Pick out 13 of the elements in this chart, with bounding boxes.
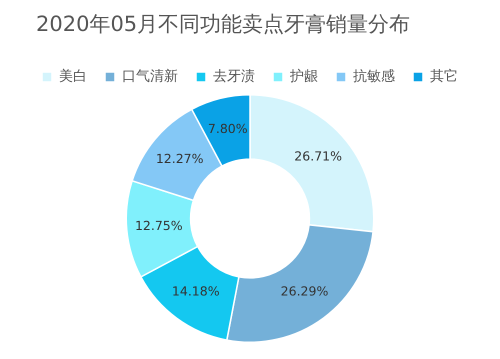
data-label: 7.80% [208,120,248,136]
legend-label: 口气清新 [122,68,178,85]
legend-label: 去牙渍 [213,68,255,85]
data-label: 12.75% [134,218,183,234]
data-label: 12.27% [156,151,204,166]
data-label: 26.71% [294,148,342,164]
legend-label: 美白 [59,68,87,85]
data-label: 26.29% [280,283,328,298]
data-label: 14.18% [172,284,220,299]
legend-label: 其它 [430,68,458,85]
legend-label: 护龈 [289,68,318,85]
legend-label: 抗敏感 [353,68,395,85]
chart-title: 2020年05月不同功能卖点牙膏销量分布 [36,11,410,38]
